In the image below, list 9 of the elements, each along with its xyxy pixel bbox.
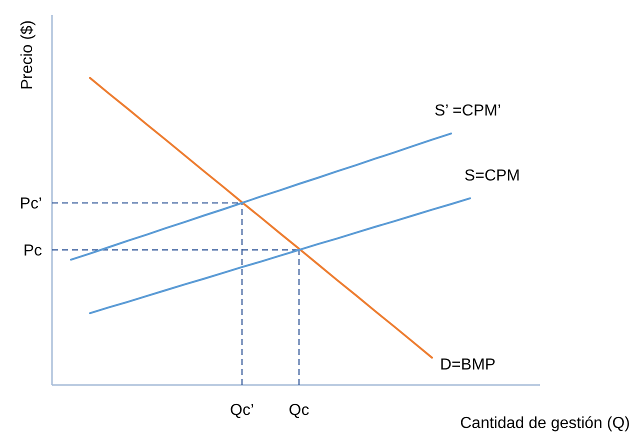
ref-line-label: Pc’ bbox=[20, 196, 42, 213]
x-axis-title: Cantidad de gestión (Q) bbox=[460, 415, 630, 432]
series-label: D=BMP bbox=[440, 356, 496, 374]
x-tick-label: Qc bbox=[288, 402, 310, 419]
series-label: S’ =CPM’ bbox=[434, 102, 501, 120]
ref-line-label: Pc bbox=[23, 242, 42, 260]
series-label: S=CPM bbox=[464, 167, 520, 184]
x-tick-label: Qc’ bbox=[230, 402, 254, 419]
y-axis-title: Precio ($) bbox=[19, 20, 36, 90]
